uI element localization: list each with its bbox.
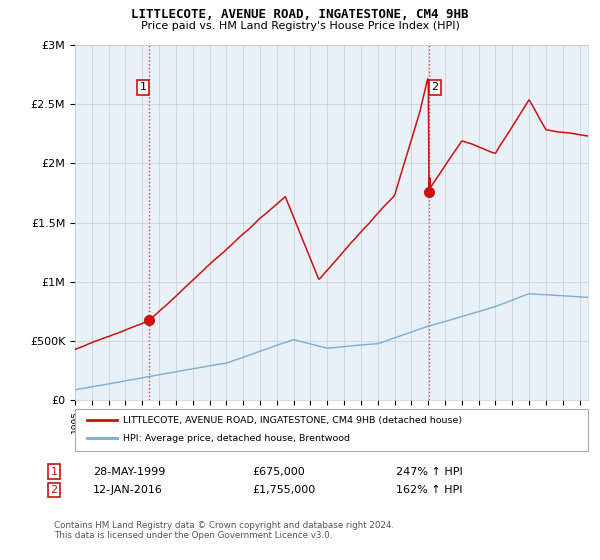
Text: £1,755,000: £1,755,000 bbox=[252, 485, 315, 495]
Text: LITTLECOTE, AVENUE ROAD, INGATESTONE, CM4 9HB (detached house): LITTLECOTE, AVENUE ROAD, INGATESTONE, CM… bbox=[123, 416, 462, 424]
Text: 162% ↑ HPI: 162% ↑ HPI bbox=[396, 485, 463, 495]
Text: £675,000: £675,000 bbox=[252, 466, 305, 477]
Text: HPI: Average price, detached house, Brentwood: HPI: Average price, detached house, Bren… bbox=[123, 434, 350, 443]
Text: 2: 2 bbox=[50, 485, 58, 495]
Text: 247% ↑ HPI: 247% ↑ HPI bbox=[396, 466, 463, 477]
Text: 1: 1 bbox=[139, 82, 146, 92]
Text: Price paid vs. HM Land Registry's House Price Index (HPI): Price paid vs. HM Land Registry's House … bbox=[140, 21, 460, 31]
Text: 1: 1 bbox=[50, 466, 58, 477]
Text: Contains HM Land Registry data © Crown copyright and database right 2024.
This d: Contains HM Land Registry data © Crown c… bbox=[54, 521, 394, 540]
Text: LITTLECOTE, AVENUE ROAD, INGATESTONE, CM4 9HB: LITTLECOTE, AVENUE ROAD, INGATESTONE, CM… bbox=[131, 8, 469, 21]
Text: 28-MAY-1999: 28-MAY-1999 bbox=[93, 466, 166, 477]
Text: 12-JAN-2016: 12-JAN-2016 bbox=[93, 485, 163, 495]
Text: 2: 2 bbox=[431, 82, 439, 92]
